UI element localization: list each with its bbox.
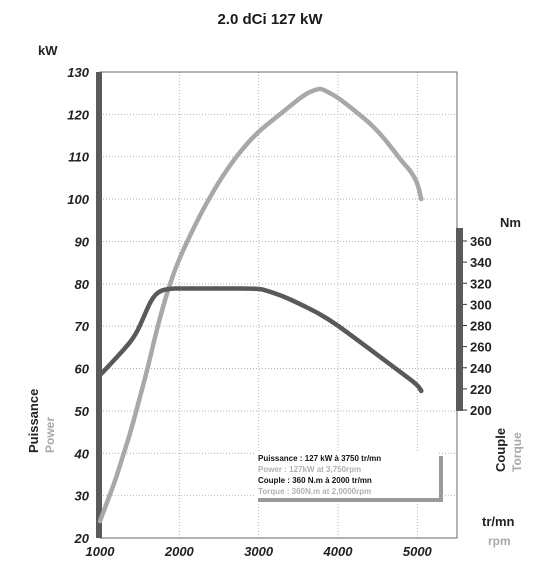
right-tick-label: 200	[470, 403, 492, 418]
series-lines	[97, 86, 424, 524]
left-tick-label: 100	[67, 192, 89, 207]
left-tick-label: 130	[67, 65, 89, 80]
legend-power-en: Power : 127kW at 3,750rpm	[258, 465, 361, 474]
left-tick-label: 90	[75, 234, 90, 249]
left-axis-bar	[96, 72, 102, 538]
right-tick-label: 240	[470, 361, 492, 376]
legend: Puissance : 127 kW à 3750 tr/mn Power : …	[254, 452, 443, 502]
left-axis-unit: kW	[38, 43, 58, 58]
left-tick-label: 80	[75, 277, 90, 292]
right-axis-label: Couple	[493, 428, 508, 472]
left-tick-label: 60	[75, 362, 90, 377]
left-tick-label: 20	[74, 531, 90, 546]
right-tick-label: 320	[470, 276, 492, 291]
x-axis-unit-en: rpm	[488, 534, 511, 548]
right-axis-bar	[456, 228, 463, 411]
left-axis-label: Puissance	[26, 389, 41, 453]
left-tick-label: 120	[67, 107, 89, 122]
left-tick-label: 30	[75, 489, 90, 504]
x-axis-unit: tr/mn	[482, 514, 515, 529]
right-tick-label: 260	[470, 340, 492, 355]
torque-curve	[97, 286, 424, 394]
left-axis-ticks: 20 30 40 50 60 70 80 90 100 110 120 130	[67, 65, 89, 546]
legend-power-fr: Puissance : 127 kW à 3750 tr/mn	[258, 454, 381, 463]
x-tick-label: 3000	[244, 544, 274, 559]
x-axis-ticks: 1000 2000 3000 4000 5000	[86, 544, 433, 559]
left-tick-label: 50	[75, 404, 90, 419]
legend-torque-fr: Couple : 360 N.m à 2000 tr/mn	[258, 476, 372, 485]
right-tick-label: 220	[470, 382, 492, 397]
x-tick-label: 2000	[164, 544, 195, 559]
right-tick-label: 280	[470, 319, 492, 334]
right-axis-label-en: Torque	[510, 432, 524, 472]
right-tick-label: 360	[470, 234, 492, 249]
x-tick-label: 1000	[86, 544, 116, 559]
left-axis-label-en: Power	[43, 417, 57, 453]
x-tick-label: 5000	[403, 544, 433, 559]
left-tick-label: 40	[74, 446, 90, 461]
power-curve	[97, 86, 424, 524]
right-axis-unit: Nm	[500, 215, 521, 230]
chart-title: 2.0 dCi 127 kW	[217, 11, 323, 28]
right-tick-label: 340	[470, 255, 492, 270]
x-tick-label: 4000	[323, 544, 354, 559]
legend-box	[254, 452, 439, 498]
left-tick-label: 70	[75, 319, 90, 334]
legend-torque-en: Torque : 360N.m at 2,0000rpm	[258, 487, 371, 496]
left-tick-label: 110	[68, 150, 89, 165]
right-axis-ticks: 200 220 240 260 280 300 320 340 360	[463, 234, 492, 418]
right-tick-label: 300	[470, 297, 492, 312]
